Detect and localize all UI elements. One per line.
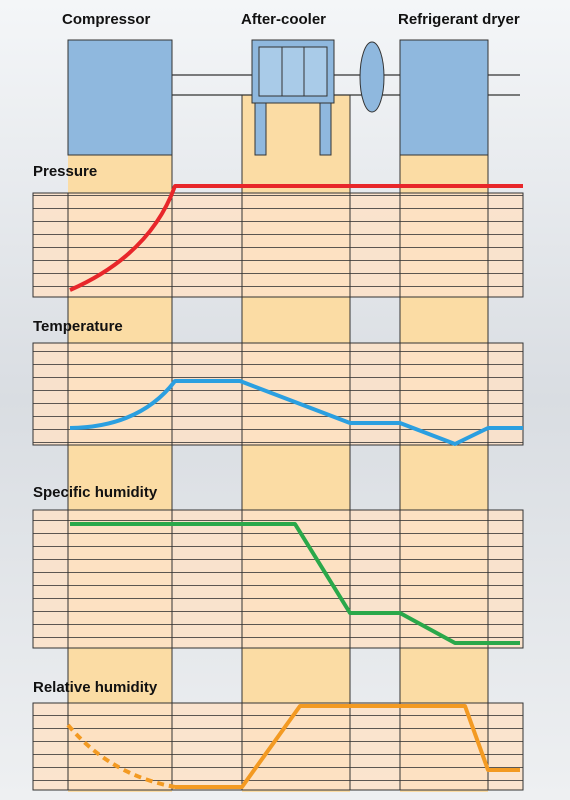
relative-humidity-curve: [175, 704, 520, 789]
label: After-cooler: [241, 11, 326, 28]
panel-title: Pressure: [33, 163, 97, 180]
panel-title: Temperature: [33, 318, 123, 335]
separator: [359, 41, 385, 113]
relative-humidity-dashed: [66, 723, 176, 789]
dryer-box: [399, 39, 489, 156]
compressor-box: [67, 39, 173, 156]
equipment: [67, 39, 520, 156]
label: Compressor: [62, 11, 151, 28]
label: Refrigerant dryer: [398, 11, 520, 28]
pressure-curve: [69, 184, 523, 292]
specific-humidity-curve: [70, 522, 520, 645]
panel-title: Specific humidity: [33, 484, 158, 501]
panel-title: Relative humidity: [33, 679, 158, 696]
temperature-curve: [69, 379, 523, 446]
panels: [32, 95, 524, 791]
curves: [66, 184, 523, 789]
